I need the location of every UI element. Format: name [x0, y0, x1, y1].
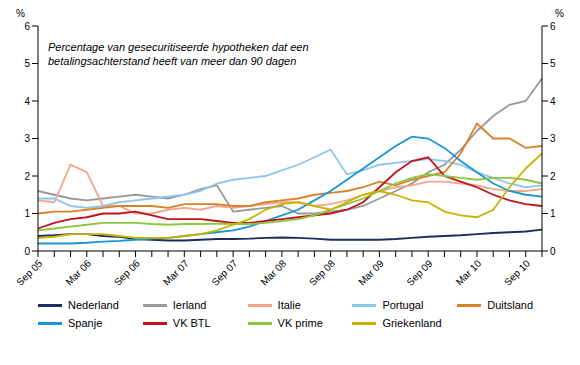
html-text:VK prime: VK prime	[277, 317, 323, 329]
svg-text:4: 4	[550, 96, 556, 107]
svg-text:5: 5	[550, 58, 556, 69]
svg-text:6: 6	[550, 21, 556, 32]
html-text:Duitsland: Duitsland	[487, 299, 533, 311]
svg-text:Sep 09: Sep 09	[404, 257, 434, 287]
svg-text:Sep 08: Sep 08	[307, 257, 337, 287]
svg-text:Mar 08: Mar 08	[259, 257, 289, 287]
html-text:Nederland: Nederland	[68, 299, 119, 311]
svg-text:2: 2	[550, 171, 556, 182]
svg-text:1: 1	[24, 208, 30, 219]
svg-text:0: 0	[550, 246, 556, 257]
svg-text:Mar 09: Mar 09	[356, 257, 386, 287]
html-text:Portugal: Portugal	[382, 299, 424, 311]
svg-text:Mar 10: Mar 10	[454, 257, 484, 287]
svg-text:0: 0	[24, 246, 30, 257]
html-text:Spanje: Spanje	[68, 317, 103, 329]
svg-text:1: 1	[550, 208, 556, 219]
svg-text:Sep 06: Sep 06	[112, 257, 142, 287]
svg-text:Sep 07: Sep 07	[209, 257, 239, 287]
html-text:Percentage van gesecuritiseerd: Percentage van gesecuritiseerde hypothek…	[48, 41, 309, 67]
html-text:VK BTL: VK BTL	[172, 317, 211, 329]
html-text:Ierland: Ierland	[172, 299, 207, 311]
svg-text:5: 5	[24, 58, 30, 69]
svg-text:3: 3	[550, 133, 556, 144]
svg-text:3: 3	[24, 133, 30, 144]
svg-text:Sep 10: Sep 10	[502, 257, 532, 287]
html-text:Italie: Italie	[277, 299, 301, 311]
svg-text:6: 6	[24, 21, 30, 32]
svg-text:4: 4	[24, 96, 30, 107]
html-text:Griekenland: Griekenland	[382, 317, 442, 329]
svg-text:Mar 06: Mar 06	[63, 257, 93, 287]
svg-text:2: 2	[24, 171, 30, 182]
svg-text:Mar 07: Mar 07	[161, 257, 191, 287]
svg-text:Sep 05: Sep 05	[14, 257, 44, 287]
